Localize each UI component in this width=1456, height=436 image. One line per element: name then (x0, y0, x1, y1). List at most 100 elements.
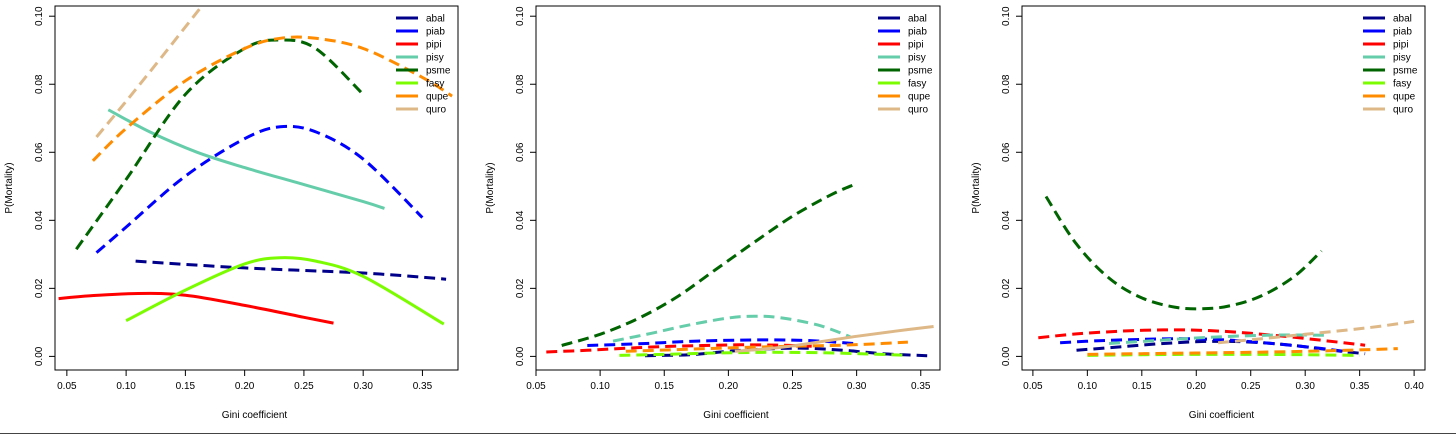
legend-label-pisy: pisy (908, 53, 926, 64)
y-tick-label: 0.06 (1001, 142, 1012, 162)
y-tick-label: 0.04 (1001, 210, 1012, 230)
series-line-piab (587, 338, 857, 347)
legend-label-pipi: pipi (1393, 40, 1409, 51)
series-line-abal (135, 259, 447, 281)
x-tick-label: 0.05 (526, 381, 546, 392)
series-line-pisy (612, 314, 851, 343)
plot-frame (535, 5, 941, 371)
x-tick-label: 0.25 (1241, 381, 1261, 392)
legend-label-pipi: pipi (426, 40, 442, 51)
x-tick-label: 0.20 (235, 381, 255, 392)
legend-label-qupe: qupe (1393, 92, 1416, 103)
y-tick-label: 0.04 (34, 210, 45, 230)
y-tick-label: 0.08 (34, 74, 45, 94)
legend: abal piab pipi pisy psme fasy qupe quro (878, 14, 933, 116)
x-tick-label: 0.10 (590, 381, 610, 392)
y-tick-label: 0.08 (1001, 74, 1012, 94)
y-axis-label: P(Mortality) (4, 162, 15, 213)
y-tick-label: 0.04 (515, 210, 526, 230)
y-tick-label: 0.00 (1001, 346, 1012, 366)
y-axis-label: P(Mortality) (485, 162, 496, 213)
legend-label-abal: abal (908, 14, 927, 25)
y-tick-label: 0.10 (34, 6, 45, 26)
series-line-pisy (107, 108, 385, 210)
x-tick-label: 0.15 (655, 381, 675, 392)
series-line-fasy (619, 350, 908, 357)
x-tick-label: 0.30 (1295, 381, 1315, 392)
legend-label-piab: piab (908, 27, 927, 38)
x-tick-label: 0.20 (1187, 381, 1207, 392)
legend-label-fasy: fasy (908, 79, 926, 90)
plot-frame (54, 5, 459, 371)
y-axis-label: P(Mortality) (971, 162, 982, 213)
y-tick-label: 0.08 (515, 74, 526, 94)
legend-label-pisy: pisy (426, 53, 444, 64)
series-line-psme (561, 183, 855, 347)
series-line-psme (75, 38, 365, 251)
series-line-quro (734, 325, 934, 353)
plot-frame (1021, 5, 1426, 371)
legend-label-psme: psme (1393, 66, 1418, 77)
x-tick-label: 0.15 (1132, 381, 1152, 392)
x-tick-label: 0.05 (57, 381, 77, 392)
legend: abal piab pipi pisy psme fasy qupe quro (1363, 14, 1418, 116)
x-axis-label: Gini coefficient (1189, 410, 1255, 421)
series-line-fasy (125, 256, 445, 326)
legend-label-abal: abal (1393, 14, 1412, 25)
y-tick-label: 0.10 (515, 6, 526, 26)
x-tick-label: 0.25 (783, 381, 803, 392)
legend-label-psme: psme (426, 66, 451, 77)
series-group (1038, 195, 1415, 357)
x-tick-label: 0.10 (116, 381, 136, 392)
legend-label-abal: abal (426, 14, 445, 25)
bottom-divider (0, 433, 1456, 434)
y-tick-label: 0.02 (1001, 278, 1012, 298)
x-tick-label: 0.10 (1078, 381, 1098, 392)
legend-label-piab: piab (1393, 27, 1412, 38)
series-line-quro (1217, 319, 1415, 345)
chart-panel-2: 0.05 0.10 0.15 0.20 0.25 0.30 0.35 0.00 0.02 0.04… (485, 5, 941, 421)
series-group (58, 6, 453, 326)
legend-label-quro: quro (908, 105, 928, 116)
legend-label-fasy: fasy (1393, 79, 1411, 90)
series-line-fasy (1087, 352, 1360, 357)
legend: abal piab pipi pisy psme fasy qupe quro (396, 14, 451, 116)
series-line-qupe (1087, 347, 1398, 356)
x-tick-label: 0.35 (1350, 381, 1370, 392)
legend-label-piab: piab (426, 27, 445, 38)
y-tick-label: 0.10 (1001, 6, 1012, 26)
y-tick-label: 0.06 (515, 142, 526, 162)
series-line-piab (95, 124, 424, 254)
series-line-psme (1044, 195, 1323, 311)
x-tick-label: 0.25 (294, 381, 314, 392)
x-tick-label: 0.15 (176, 381, 196, 392)
x-tick-label: 0.05 (1023, 381, 1043, 392)
y-tick-label: 0.02 (34, 278, 45, 298)
legend-label-fasy: fasy (426, 79, 444, 90)
legend-label-qupe: qupe (908, 92, 931, 103)
y-tick-label: 0.06 (34, 142, 45, 162)
legend-label-qupe: qupe (426, 92, 449, 103)
legend-label-quro: quro (426, 105, 446, 116)
legend-label-psme: psme (908, 66, 933, 77)
legend-label-pipi: pipi (908, 40, 924, 51)
x-tick-label: 0.40 (1404, 381, 1424, 392)
x-tick-label: 0.35 (413, 381, 433, 392)
x-axis-label: Gini coefficient (703, 410, 769, 421)
series-line-abal (644, 346, 928, 358)
x-tick-label: 0.20 (719, 381, 739, 392)
x-tick-label: 0.35 (911, 381, 931, 392)
series-line-pipi (58, 291, 334, 325)
x-axis-label: Gini coefficient (222, 410, 288, 421)
series-line-qupe (91, 35, 453, 162)
y-tick-label: 0.02 (515, 278, 526, 298)
series-line-piab (1060, 337, 1349, 354)
y-tick-label: 0.00 (515, 346, 526, 366)
x-tick-label: 0.30 (847, 381, 867, 392)
x-tick-label: 0.30 (353, 381, 373, 392)
chart-panel-1: 0.05 0.10 0.15 0.20 0.25 0.30 0.35 0.00 0.02 0.04… (4, 5, 459, 421)
legend-label-pisy: pisy (1393, 53, 1411, 64)
y-tick-label: 0.00 (34, 346, 45, 366)
chart-panel-3: 0.05 0.10 0.15 0.20 0.25 0.30 0.35 0.40 0.00 0.02… (971, 5, 1426, 421)
